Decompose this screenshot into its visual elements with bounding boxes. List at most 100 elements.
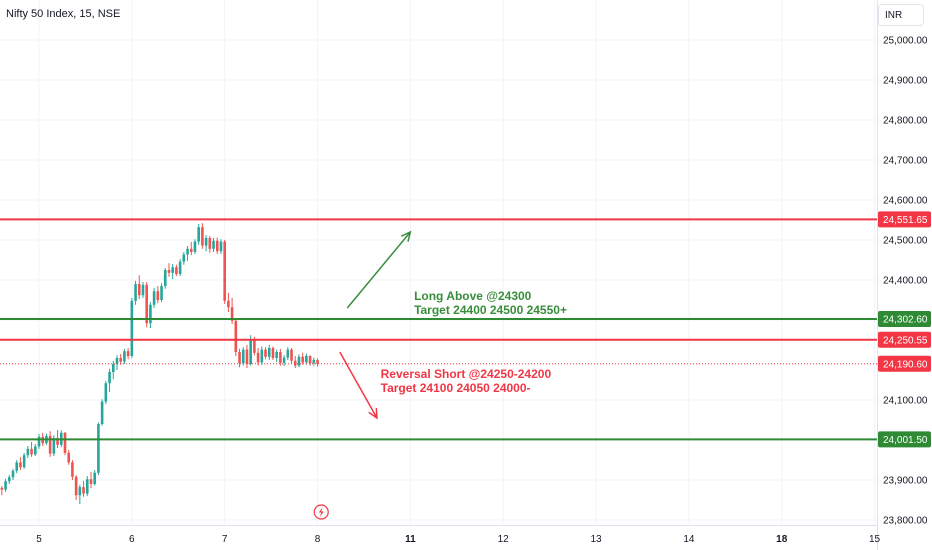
y-tick-label: 24,600.00 [883, 196, 928, 207]
x-tick-label: 7 [222, 534, 228, 545]
candle-body [264, 349, 267, 357]
candle-body [126, 351, 130, 356]
currency-button[interactable]: INR [878, 4, 924, 26]
candle-body [167, 270, 171, 273]
chart-title: Nifty 50 Index, 15, NSE [6, 8, 121, 20]
candle-body [186, 248, 189, 255]
candle-body [63, 432, 67, 453]
candle-body [290, 349, 293, 361]
short-annotation-line1: Reversal Short @24250-24200 [381, 367, 552, 381]
candle-body [171, 267, 174, 273]
x-tick-label: 13 [590, 534, 602, 545]
long-annotation-line2: Target 24400 24500 24550+ [414, 303, 567, 317]
candle-body [253, 340, 256, 353]
candle-body [19, 462, 22, 468]
candle-body [85, 479, 89, 494]
level-resistance-high-tag-label: 24,551.65 [883, 215, 928, 226]
candle-body [215, 240, 219, 252]
candle-body [149, 304, 152, 324]
y-tick-label: 24,900.00 [883, 76, 928, 87]
candle-body [71, 462, 74, 477]
x-tick-label: 6 [129, 534, 135, 545]
y-tick-label: 23,900.00 [883, 476, 928, 487]
candle-body [197, 227, 200, 242]
candle-body [56, 438, 59, 445]
level-support-upper-tag [878, 310, 931, 327]
candle-body [130, 300, 134, 356]
candle-body [223, 241, 226, 301]
candle-body [15, 462, 19, 471]
candle-body [219, 241, 223, 252]
candle-body [97, 424, 100, 473]
candle-body [316, 360, 319, 364]
candle-body [249, 340, 252, 364]
candle-body [82, 487, 85, 494]
y-tick-label: 24,100.00 [883, 396, 928, 407]
candle-body [256, 352, 260, 363]
last-price-tag-label: 24,190.60 [883, 359, 928, 370]
y-tick-label: 24,700.00 [883, 156, 928, 167]
candle-body [141, 284, 145, 296]
long-annotation-line1: Long Above @24300 [414, 289, 532, 303]
candle-body [119, 358, 122, 362]
candle-body [204, 238, 208, 246]
candle-body [145, 284, 148, 324]
candle-body [37, 436, 41, 447]
level-support-upper-tag-label: 24,302.60 [883, 314, 928, 325]
candle-body [293, 360, 297, 366]
candle-body [312, 360, 316, 364]
candle-body [260, 349, 264, 363]
last-price-tag [878, 355, 931, 372]
candle-body [201, 227, 204, 246]
candle-body [134, 284, 137, 301]
candle-body [152, 291, 156, 305]
candle-body [30, 448, 33, 455]
candle-body [156, 291, 160, 300]
candle-body [234, 320, 238, 352]
candle-body [286, 349, 290, 358]
level-resistance-low-tag-label: 24,250.55 [883, 335, 928, 346]
candle-body [275, 352, 278, 358]
x-tick-label: 15 [869, 534, 881, 545]
candle-body [175, 267, 178, 274]
candle-body [89, 479, 93, 484]
x-tick-label: 8 [315, 534, 321, 545]
candle-body [52, 438, 56, 454]
y-tick-label: 24,500.00 [883, 236, 928, 247]
candle-body [163, 270, 167, 286]
candle-body [297, 356, 301, 366]
long-arrow-shaft [346, 231, 411, 309]
level-resistance-high-tag [878, 211, 931, 228]
short-arrow-head [368, 407, 378, 420]
candle-body [238, 352, 241, 364]
candle-body [267, 348, 271, 357]
long-arrow-head [400, 230, 412, 242]
x-tick-label: 12 [498, 534, 510, 545]
candle-body [22, 455, 26, 468]
candle-body [100, 401, 104, 424]
x-tick-label: 18 [776, 534, 788, 545]
candle-body [282, 357, 286, 363]
candle-body [74, 476, 78, 496]
candle-body [208, 238, 212, 249]
candle-body [160, 286, 163, 300]
candle-body [189, 248, 193, 252]
lightning-icon [318, 507, 324, 517]
candle-body [33, 446, 37, 455]
candle-body [104, 383, 108, 402]
candle-body [193, 241, 197, 252]
candle-body [11, 470, 15, 478]
candle-body [241, 349, 245, 364]
candle-body [7, 477, 11, 482]
candle-body [26, 448, 30, 456]
y-tick-label: 24,400.00 [883, 276, 928, 287]
candle-body [178, 261, 182, 274]
candle-body [111, 364, 115, 372]
x-tick-label: 5 [36, 534, 42, 545]
y-tick-label: 23,800.00 [883, 516, 928, 527]
level-resistance-low-tag [878, 331, 931, 348]
short-arrow-shaft [339, 351, 378, 419]
candle-body [230, 307, 234, 321]
